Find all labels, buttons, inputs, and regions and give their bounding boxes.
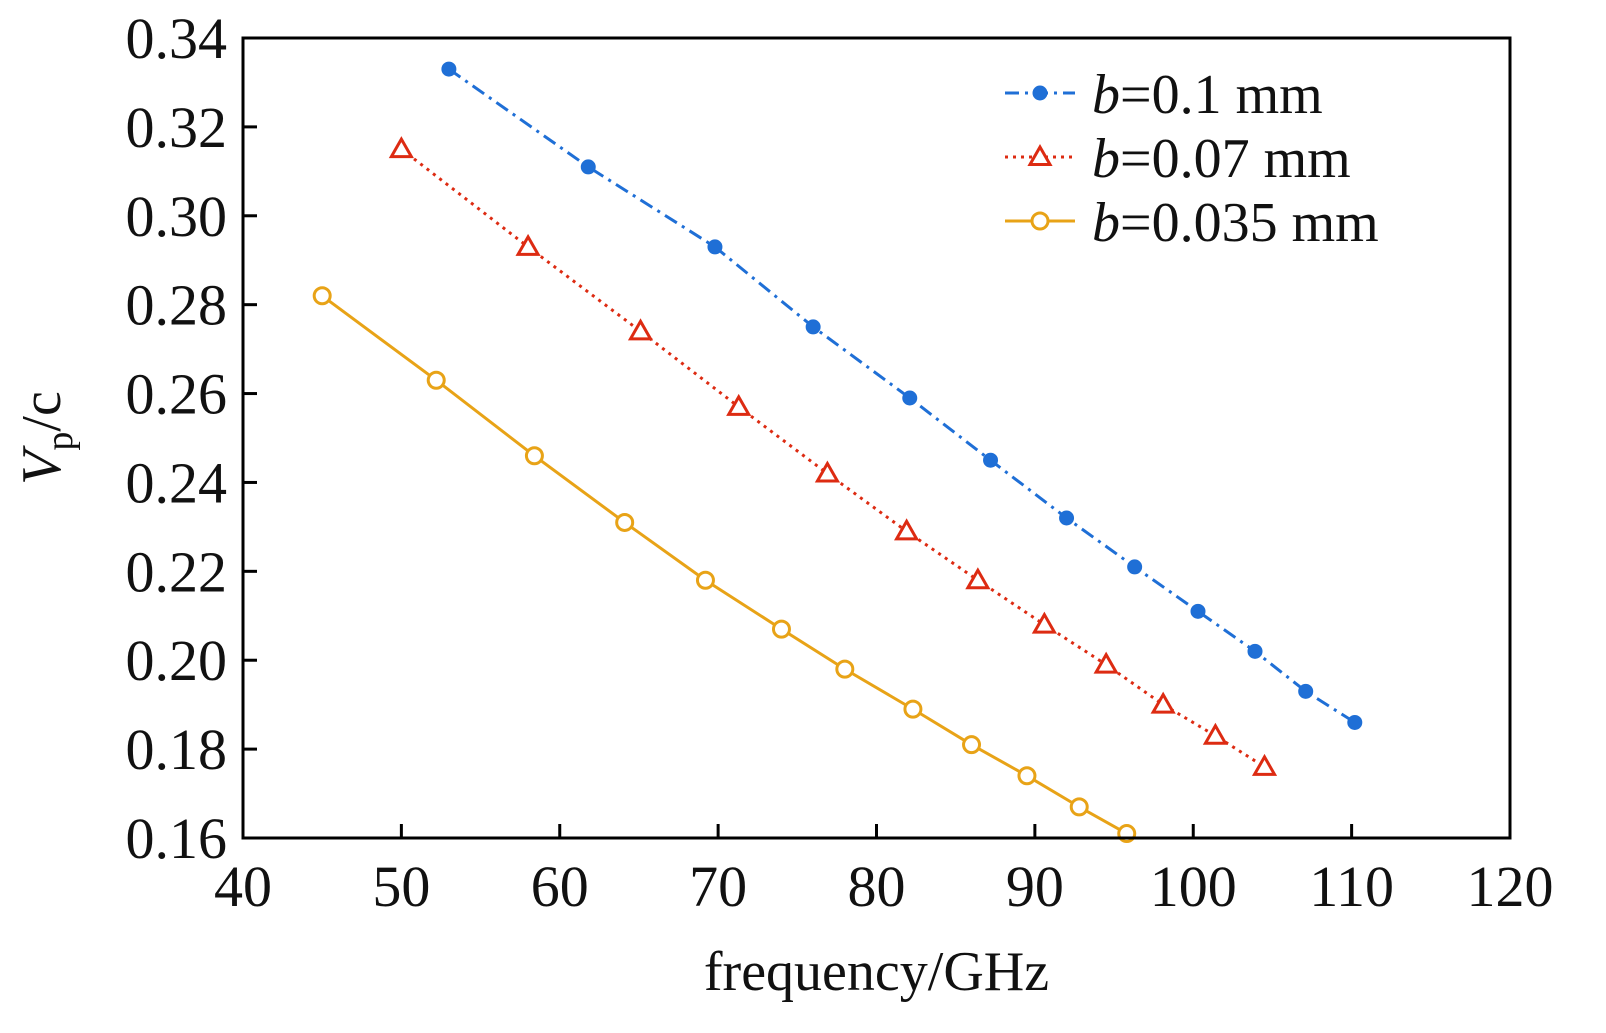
x-tick-label: 120 (1467, 854, 1554, 919)
point-1 (1190, 603, 1206, 619)
point-1 (805, 319, 821, 335)
point-2 (894, 518, 920, 541)
x-axis-title: frequency/GHz (704, 941, 1049, 1003)
y-tick-label: 0.18 (126, 717, 228, 782)
y-tick-label: 0.32 (126, 95, 228, 160)
series-2 (388, 136, 1278, 776)
legend: b=0.1 mmb=0.07 mmb=0.035 mm (1005, 64, 1379, 254)
point-2 (814, 460, 840, 483)
y-axis-title: Vp/c (11, 391, 81, 485)
y-tick-label: 0.24 (126, 450, 228, 515)
series-layer (312, 61, 1363, 844)
legend-item-3: b=0.035 mm (1005, 192, 1379, 254)
point-2 (388, 136, 414, 159)
point-legend-1 (1032, 85, 1048, 101)
point-3 (903, 699, 923, 719)
point-2 (1202, 722, 1229, 745)
y-axis-title-main: V (11, 445, 73, 485)
point-1 (441, 61, 457, 77)
y-tick-label: 0.22 (126, 539, 228, 604)
point-2 (1150, 691, 1176, 714)
y-tick-label: 0.26 (126, 362, 228, 427)
point-legend-3 (1030, 211, 1050, 231)
y-tick-label: 0.20 (126, 628, 228, 693)
y-tick-label: 0.34 (126, 6, 228, 71)
point-1 (1298, 683, 1314, 699)
point-3 (524, 446, 544, 466)
legend-item-1: b=0.1 mm (1005, 64, 1323, 126)
point-3 (1017, 766, 1037, 786)
y-tick-label: 0.16 (126, 806, 228, 871)
point-1 (983, 452, 999, 468)
series-3 (312, 286, 1137, 844)
point-3 (695, 570, 715, 590)
series-line-1 (448, 67, 1356, 724)
series-1 (441, 61, 1363, 730)
x-tick-label: 80 (848, 854, 906, 919)
point-2 (965, 567, 991, 590)
point-3 (835, 659, 855, 679)
x-tick-label: 40 (214, 854, 272, 919)
point-2 (627, 318, 654, 341)
point-3 (771, 619, 791, 639)
legend-label: b=0.1 mm (1092, 64, 1323, 126)
point-legend-2 (1027, 143, 1053, 166)
y-axis-title-suffix: /c (11, 391, 73, 431)
x-tick-label: 110 (1309, 854, 1394, 919)
legend-label: b=0.035 mm (1092, 192, 1379, 254)
point-1 (1247, 643, 1263, 659)
y-tick-label: 0.30 (126, 184, 228, 249)
x-tick-label: 100 (1150, 854, 1237, 919)
point-2 (1251, 753, 1278, 776)
point-1 (1127, 559, 1143, 575)
y-axis-title-sub: p (39, 432, 81, 451)
x-tick-label: 60 (531, 854, 589, 919)
point-3 (312, 286, 332, 306)
point-1 (1059, 510, 1075, 526)
point-1 (580, 159, 596, 175)
point-3 (962, 735, 982, 755)
point-1 (902, 390, 918, 406)
point-3 (426, 370, 446, 390)
point-2 (1031, 611, 1057, 634)
point-1 (707, 239, 723, 255)
x-tick-label: 70 (689, 854, 747, 919)
point-2 (515, 233, 541, 256)
x-tick-label: 90 (1006, 854, 1064, 919)
legend-item-2: b=0.07 mm (1005, 128, 1351, 190)
series-line-3 (321, 294, 1128, 835)
ticks-layer: 40 50 60 70 80 90 100 110 120 0.16 0.18 0.20 0.22 0.2… (126, 6, 1554, 919)
legend-label: b=0.07 mm (1092, 128, 1351, 190)
y-tick-label: 0.28 (126, 273, 228, 338)
point-3 (1069, 797, 1089, 817)
x-tick-label: 50 (372, 854, 430, 919)
point-3 (615, 512, 635, 532)
point-2 (1093, 651, 1119, 674)
point-1 (1347, 714, 1363, 730)
point-2 (726, 393, 752, 416)
